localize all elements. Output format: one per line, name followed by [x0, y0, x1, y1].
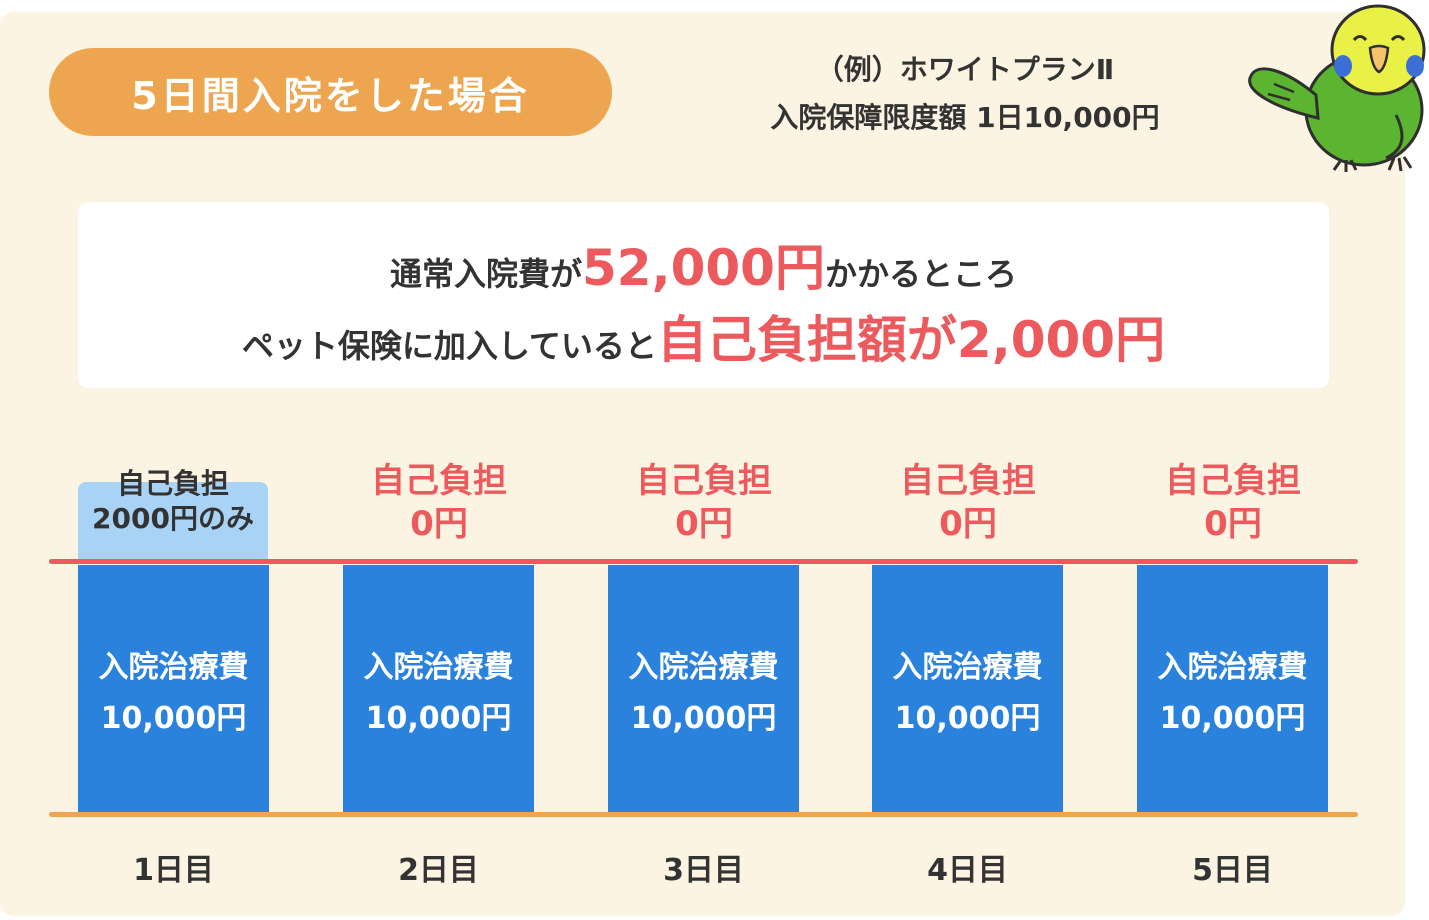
cost-bar-day-5: 入院治療費 10,000円 — [1137, 565, 1328, 812]
day-label-3: 3日目 — [663, 853, 744, 888]
summary-line-1: 通常入院費が52,000円かかるところ — [78, 228, 1329, 300]
copay-line-2: 0円 — [1204, 503, 1262, 544]
summary-line-2-prefix: ペット保険に加入していると — [241, 327, 657, 365]
summary-line-2: ペット保険に加入していると自己負担額が2,000円 — [78, 300, 1329, 372]
cost-value: 10,000円 — [630, 701, 777, 736]
day-label-4: 4日目 — [927, 853, 1008, 888]
day-label-2: 2日目 — [398, 853, 479, 888]
normal-cost-amount: 52,000円 — [582, 239, 825, 297]
copay-box-day-1 — [78, 482, 268, 562]
cost-value: 10,000円 — [894, 701, 1041, 736]
copay-line-1: 自己負担 — [116, 467, 229, 500]
day-label-1: 1日目 — [133, 853, 214, 888]
coverage-limit-line — [49, 559, 1358, 564]
cost-label: 入院治療費 — [892, 650, 1043, 685]
copay-line-1: 自己負担 — [371, 461, 507, 501]
copay-label-day-1: 自己負担 2000円のみ — [78, 466, 268, 536]
cost-value: 10,000円 — [365, 701, 512, 736]
cost-bar-day-1: 入院治療費 10,000円 — [78, 565, 269, 812]
plan-limit: 入院保障限度額 1日10,000円 — [770, 101, 1160, 134]
cost-bar-day-2: 入院治療費 10,000円 — [343, 565, 534, 812]
baseline — [49, 812, 1358, 817]
copay-label-day-3: 自己負担 0円 — [609, 460, 799, 545]
cost-value: 10,000円 — [100, 701, 247, 736]
page-title-text: 5日間入院をした場合 — [131, 73, 530, 118]
cost-label: 入院治療費 — [98, 650, 249, 685]
cost-label: 入院治療費 — [1157, 650, 1308, 685]
self-pay-amount: 自己負担額が2,000円 — [656, 311, 1166, 369]
summary-line-1-prefix: 通常入院費が — [390, 255, 583, 293]
copay-line-2: 2000円のみ — [92, 502, 254, 535]
copay-line-2: 0円 — [675, 503, 733, 544]
copay-label-day-2: 自己負担 0円 — [344, 460, 534, 545]
copay-label-day-4: 自己負担 0円 — [873, 460, 1063, 545]
cost-bar-day-4: 入院治療費 10,000円 — [872, 565, 1063, 812]
cost-label: 入院治療費 — [628, 650, 779, 685]
page-title: 5日間入院をした場合 — [49, 48, 612, 136]
copay-line-2: 0円 — [939, 503, 997, 544]
parakeet-icon — [1248, 4, 1426, 172]
cost-label: 入院治療費 — [363, 650, 514, 685]
day-label-5: 5日目 — [1192, 853, 1273, 888]
summary-box: 通常入院費が52,000円かかるところ ペット保険に加入していると自己負担額が2… — [78, 202, 1329, 388]
copay-line-2: 0円 — [410, 503, 468, 544]
cost-bar-day-3: 入院治療費 10,000円 — [608, 565, 799, 812]
copay-line-1: 自己負担 — [900, 461, 1036, 501]
cost-value: 10,000円 — [1159, 701, 1306, 736]
summary-line-1-suffix: かかるところ — [824, 255, 1017, 293]
copay-line-1: 自己負担 — [636, 461, 772, 501]
copay-line-1: 自己負担 — [1165, 461, 1301, 501]
plan-name: （例）ホワイトプランⅡ — [815, 53, 1115, 86]
copay-label-day-5: 自己負担 0円 — [1138, 460, 1328, 545]
